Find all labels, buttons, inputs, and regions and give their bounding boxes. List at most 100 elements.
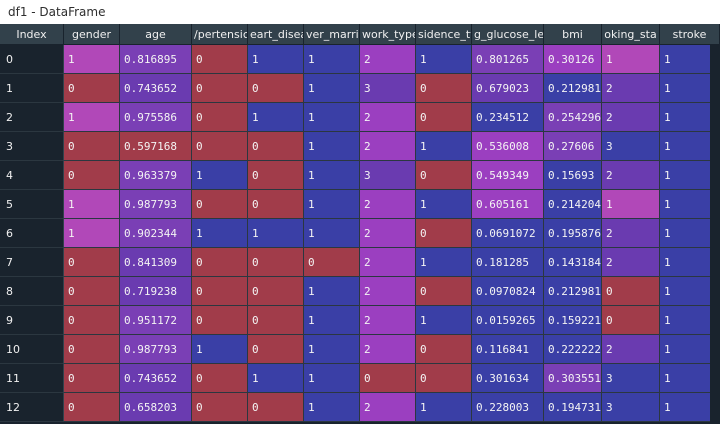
- cell-work_type[interactable]: 2: [360, 103, 416, 132]
- table-row[interactable]: 5 1 0.987793 0 0 1 2 1 0.605161 0.214204 1 1: [0, 190, 720, 219]
- cell-smoking_status[interactable]: 1: [602, 45, 660, 74]
- column-header-ever_married[interactable]: ver_marrie: [304, 24, 360, 45]
- cell-avg_glucose_level[interactable]: 0.605161: [472, 190, 544, 219]
- cell-bmi[interactable]: 0.159221: [544, 306, 602, 335]
- cell-smoking_status[interactable]: 3: [602, 393, 660, 422]
- cell-heart_disease[interactable]: 1: [248, 103, 304, 132]
- cell-ever_married[interactable]: 0: [304, 248, 360, 277]
- cell-ever_married[interactable]: 1: [304, 190, 360, 219]
- table-row[interactable]: 2 1 0.975586 0 1 1 2 0 0.234512 0.254296 2 1: [0, 103, 720, 132]
- cell-work_type[interactable]: 2: [360, 306, 416, 335]
- cell-heart_disease[interactable]: 1: [248, 45, 304, 74]
- cell-hypertension[interactable]: 1: [192, 335, 248, 364]
- cell-age[interactable]: 0.743652: [120, 74, 192, 103]
- column-header-hypertension[interactable]: /pertensic: [192, 24, 248, 45]
- row-index[interactable]: 10: [0, 335, 64, 364]
- cell-heart_disease[interactable]: 0: [248, 306, 304, 335]
- cell-avg_glucose_level[interactable]: 0.0691072: [472, 219, 544, 248]
- vertical-scrollbar[interactable]: [710, 44, 720, 424]
- cell-avg_glucose_level[interactable]: 0.0970824: [472, 277, 544, 306]
- column-header-gender[interactable]: gender: [64, 24, 120, 45]
- cell-avg_glucose_level[interactable]: 0.228003: [472, 393, 544, 422]
- cell-avg_glucose_level[interactable]: 0.0159265: [472, 306, 544, 335]
- cell-Residence_type[interactable]: 0: [416, 103, 472, 132]
- cell-gender[interactable]: 1: [64, 190, 120, 219]
- cell-Residence_type[interactable]: 0: [416, 335, 472, 364]
- cell-work_type[interactable]: 0: [360, 364, 416, 393]
- cell-work_type[interactable]: 2: [360, 132, 416, 161]
- row-index[interactable]: 5: [0, 190, 64, 219]
- column-header-Residence_type[interactable]: sidence_ty: [416, 24, 472, 45]
- table-row[interactable]: 11 0 0.743652 0 1 1 0 0 0.301634 0.303551 3 1: [0, 364, 720, 393]
- cell-gender[interactable]: 0: [64, 161, 120, 190]
- cell-hypertension[interactable]: 0: [192, 393, 248, 422]
- cell-age[interactable]: 0.597168: [120, 132, 192, 161]
- cell-heart_disease[interactable]: 1: [248, 364, 304, 393]
- cell-age[interactable]: 0.719238: [120, 277, 192, 306]
- cell-ever_married[interactable]: 1: [304, 277, 360, 306]
- row-index[interactable]: 2: [0, 103, 64, 132]
- cell-work_type[interactable]: 2: [360, 277, 416, 306]
- cell-hypertension[interactable]: 0: [192, 74, 248, 103]
- cell-smoking_status[interactable]: 0: [602, 306, 660, 335]
- cell-heart_disease[interactable]: 0: [248, 132, 304, 161]
- cell-gender[interactable]: 0: [64, 132, 120, 161]
- cell-age[interactable]: 0.816895: [120, 45, 192, 74]
- cell-Residence_type[interactable]: 0: [416, 277, 472, 306]
- cell-ever_married[interactable]: 1: [304, 364, 360, 393]
- cell-avg_glucose_level[interactable]: 0.801265: [472, 45, 544, 74]
- column-header-bmi[interactable]: bmi: [544, 24, 602, 45]
- cell-age[interactable]: 0.987793: [120, 335, 192, 364]
- row-index[interactable]: 9: [0, 306, 64, 335]
- cell-ever_married[interactable]: 1: [304, 335, 360, 364]
- dataframe-table[interactable]: Index gender age/pertensic eart_disea ver_ma…: [0, 24, 720, 422]
- column-header-age[interactable]: age: [120, 24, 192, 45]
- cell-bmi[interactable]: 0.27606: [544, 132, 602, 161]
- row-index[interactable]: 1: [0, 74, 64, 103]
- cell-work_type[interactable]: 2: [360, 248, 416, 277]
- cell-work_type[interactable]: 2: [360, 190, 416, 219]
- row-index[interactable]: 8: [0, 277, 64, 306]
- cell-smoking_status[interactable]: 3: [602, 132, 660, 161]
- column-header-heart_disease[interactable]: eart_disea: [248, 24, 304, 45]
- cell-age[interactable]: 0.658203: [120, 393, 192, 422]
- column-header-avg_glucose_level[interactable]: g_glucose_lev: [472, 24, 544, 45]
- cell-bmi[interactable]: 0.303551: [544, 364, 602, 393]
- cell-heart_disease[interactable]: 0: [248, 393, 304, 422]
- cell-ever_married[interactable]: 1: [304, 306, 360, 335]
- cell-ever_married[interactable]: 1: [304, 74, 360, 103]
- cell-Residence_type[interactable]: 1: [416, 393, 472, 422]
- row-index[interactable]: 6: [0, 219, 64, 248]
- cell-heart_disease[interactable]: 0: [248, 190, 304, 219]
- table-row[interactable]: 0 1 0.816895 0 1 1 2 1 0.801265 0.30126 1 1: [0, 45, 720, 74]
- cell-age[interactable]: 0.951172: [120, 306, 192, 335]
- cell-avg_glucose_level[interactable]: 0.116841: [472, 335, 544, 364]
- cell-hypertension[interactable]: 0: [192, 103, 248, 132]
- cell-smoking_status[interactable]: 1: [602, 190, 660, 219]
- cell-smoking_status[interactable]: 3: [602, 364, 660, 393]
- cell-Residence_type[interactable]: 1: [416, 190, 472, 219]
- cell-hypertension[interactable]: 0: [192, 364, 248, 393]
- row-index[interactable]: 12: [0, 393, 64, 422]
- cell-bmi[interactable]: 0.212981: [544, 74, 602, 103]
- cell-work_type[interactable]: 2: [360, 393, 416, 422]
- cell-gender[interactable]: 1: [64, 103, 120, 132]
- cell-heart_disease[interactable]: 0: [248, 248, 304, 277]
- cell-hypertension[interactable]: 0: [192, 190, 248, 219]
- cell-Residence_type[interactable]: 0: [416, 161, 472, 190]
- cell-age[interactable]: 0.841309: [120, 248, 192, 277]
- cell-ever_married[interactable]: 1: [304, 393, 360, 422]
- cell-bmi[interactable]: 0.195876: [544, 219, 602, 248]
- cell-heart_disease[interactable]: 0: [248, 161, 304, 190]
- cell-gender[interactable]: 0: [64, 393, 120, 422]
- cell-heart_disease[interactable]: 0: [248, 277, 304, 306]
- cell-avg_glucose_level[interactable]: 0.549349: [472, 161, 544, 190]
- cell-ever_married[interactable]: 1: [304, 161, 360, 190]
- column-header-stroke[interactable]: stroke: [660, 24, 720, 45]
- table-row[interactable]: 6 1 0.902344 1 1 1 2 0 0.0691072 0.195876 2 1: [0, 219, 720, 248]
- dataframe-grid[interactable]: Index gender age/pertensic eart_disea ver_ma…: [0, 24, 720, 424]
- table-row[interactable]: 12 0 0.658203 0 0 1 2 1 0.228003 0.194731 3 1: [0, 393, 720, 422]
- table-row[interactable]: 1 0 0.743652 0 0 1 3 0 0.679023 0.212981 2 1: [0, 74, 720, 103]
- cell-hypertension[interactable]: 1: [192, 161, 248, 190]
- cell-heart_disease[interactable]: 0: [248, 74, 304, 103]
